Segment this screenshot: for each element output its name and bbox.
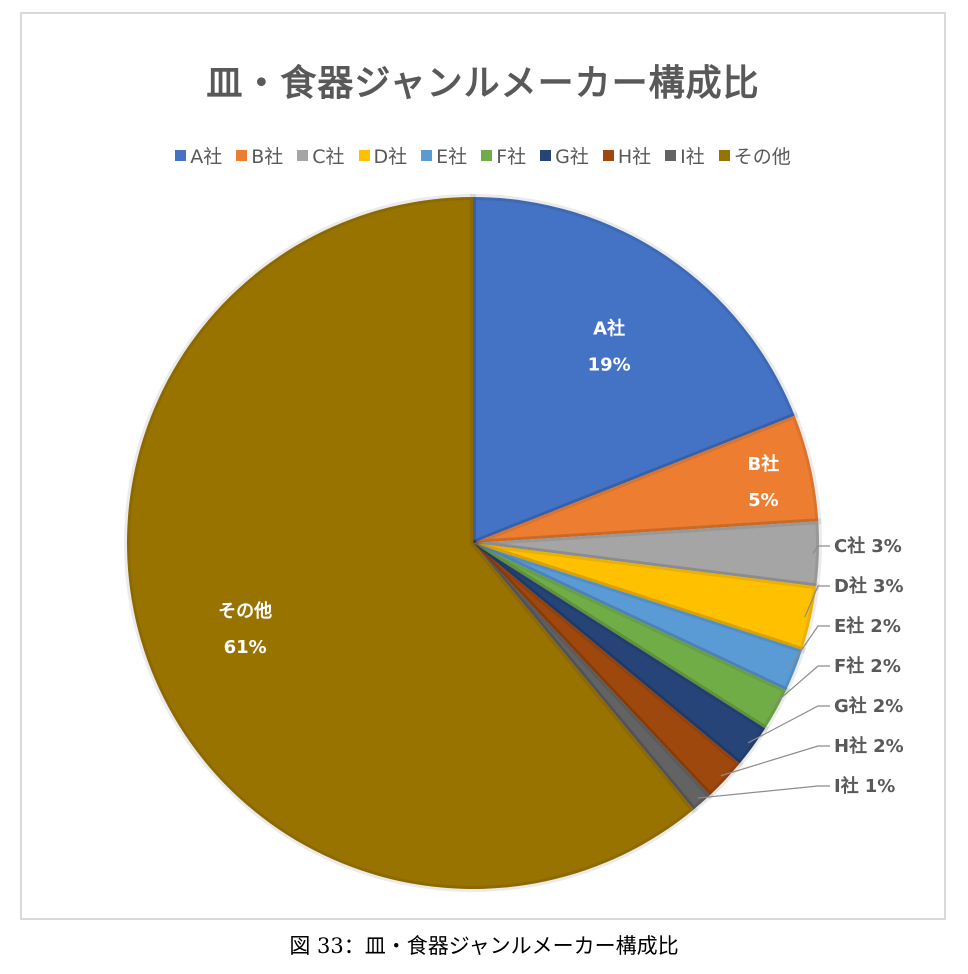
- legend-label: G社: [555, 146, 589, 168]
- data-label-percent: 3%: [873, 576, 904, 597]
- data-label-category: H社: [834, 735, 867, 757]
- legend-swatch: [297, 150, 309, 161]
- pie-slice: [471, 540, 791, 733]
- legend-label: F社: [496, 146, 527, 168]
- pie-slice: [471, 411, 822, 546]
- pie-slice: [472, 518, 822, 590]
- data-label: I社 1%: [834, 775, 895, 797]
- legend-item: A社: [175, 142, 222, 169]
- legend-swatch: [421, 150, 433, 161]
- legend-item: G社: [540, 142, 589, 169]
- data-label-percent: 5%: [748, 490, 779, 511]
- data-label-category: その他: [218, 600, 272, 622]
- legend-item: B社: [236, 142, 283, 169]
- legend-label: B社: [251, 146, 284, 168]
- leader-line: [720, 745, 830, 777]
- data-label-percent: 3%: [871, 536, 902, 557]
- data-label-percent: 19%: [588, 355, 631, 376]
- data-label: F社 2%: [834, 655, 901, 677]
- chart-title: 皿・食器ジャンルメーカー構成比: [206, 63, 760, 104]
- figure-caption: 図 33：皿・食器ジャンルメーカー構成比: [289, 934, 679, 958]
- legend-swatch: [540, 150, 552, 161]
- legend-item: I社: [665, 142, 705, 169]
- data-label-category: E社: [834, 615, 864, 637]
- legend-swatch: [175, 150, 187, 161]
- data-label-percent: 1%: [865, 776, 896, 797]
- data-label: G社 2%: [834, 695, 903, 717]
- legend-item: E社: [421, 142, 467, 169]
- legend-item: H社: [602, 142, 652, 169]
- data-label-category: D社: [834, 575, 867, 597]
- legend-swatch: [602, 150, 614, 161]
- legend-swatch: [358, 150, 370, 161]
- data-label: H社 2%: [834, 735, 904, 757]
- data-label-category: F社: [834, 655, 864, 677]
- legend-label: C社: [312, 146, 345, 168]
- legend: A社 B社 C社 D社 E社 F社 G社 H社 I社 その他: [22, 142, 944, 169]
- leader-line: [788, 625, 830, 669]
- pie-slice: [470, 540, 715, 814]
- legend-label: E社: [436, 146, 468, 168]
- data-label: E社 2%: [834, 615, 901, 637]
- legend-item: C社: [297, 142, 345, 169]
- legend-item: D社: [358, 142, 408, 169]
- data-label-percent: 2%: [870, 616, 901, 637]
- data-label: C社 3%: [834, 535, 902, 557]
- pie-slice: [470, 193, 799, 548]
- data-label-percent: 2%: [873, 736, 904, 757]
- leader-line: [812, 545, 830, 555]
- data-label-percent: 2%: [870, 656, 901, 677]
- pie-slice: [124, 193, 698, 892]
- data-label-percent: 2%: [873, 696, 904, 717]
- legend-label: H社: [617, 146, 652, 168]
- legend-label: I社: [680, 146, 705, 168]
- leader-line: [804, 585, 830, 618]
- pie-slice: [470, 540, 744, 800]
- legend-swatch: [236, 150, 248, 161]
- data-label: D社 3%: [834, 575, 904, 597]
- legend-label: A社: [190, 146, 223, 168]
- legend-label: D社: [373, 146, 408, 168]
- legend-item: その他: [718, 142, 791, 169]
- data-label-percent: 61%: [224, 637, 267, 658]
- leader-line: [747, 705, 830, 744]
- pie-slice: [471, 540, 770, 768]
- legend-swatch: [481, 150, 493, 161]
- legend-swatch: [665, 150, 677, 161]
- legend-item: F社: [481, 142, 526, 169]
- legend-label: その他: [733, 146, 791, 168]
- leader-line: [697, 785, 830, 799]
- data-label-category: B社: [748, 453, 780, 475]
- data-label-category: I社: [834, 775, 859, 797]
- leader-line: [770, 665, 830, 708]
- data-label-category: C社: [834, 535, 865, 557]
- legend-swatch: [718, 150, 730, 161]
- data-label-category: A社: [593, 318, 625, 340]
- data-label-category: G社: [834, 695, 867, 717]
